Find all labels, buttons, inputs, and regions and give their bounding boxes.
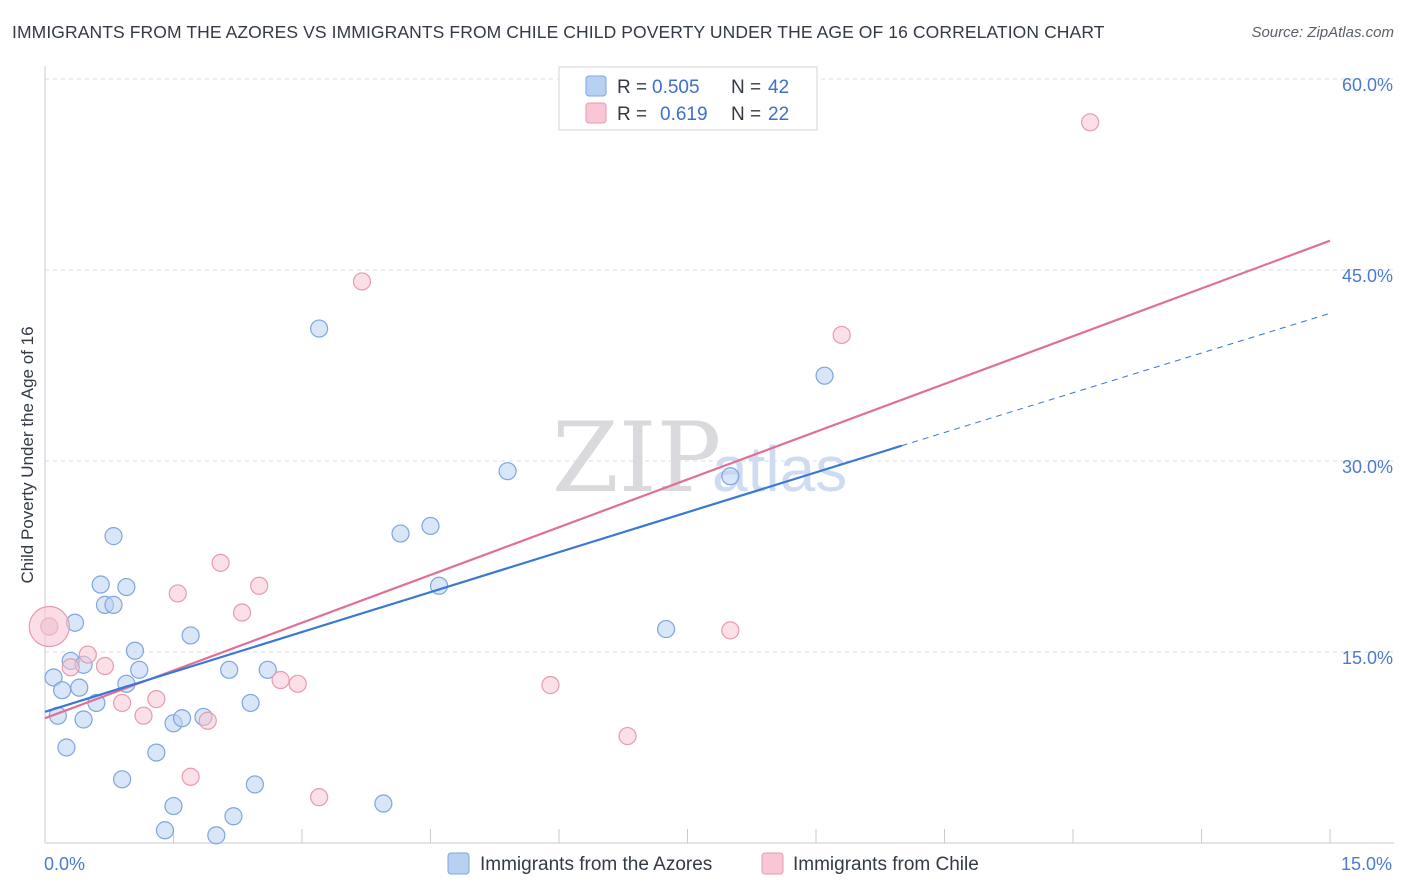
y-axis-title: Child Poverty Under the Age of 16 (18, 326, 37, 583)
watermark-zip: ZIP (552, 402, 721, 514)
bottom-legend-swatch-azores (447, 852, 470, 875)
legend-n-label-azores: N = (731, 77, 761, 98)
chile-point-6 (147, 690, 166, 709)
legend: R = 0.505 N = 42 R = 0.619 N = 22 (558, 66, 818, 131)
azores-point-1 (44, 668, 63, 687)
azores-point-9 (74, 710, 93, 729)
chile-point-17 (541, 676, 560, 695)
azores-point-32 (258, 660, 277, 679)
legend-n-value-chile: 22 (768, 104, 789, 125)
legend-r-label-azores: R = (617, 77, 647, 98)
chile-point-8 (181, 767, 200, 786)
legend-r-value-azores: 0.505 (652, 77, 700, 98)
azores-point-4 (57, 738, 76, 757)
chile-point-4 (112, 693, 132, 713)
azores-point-34 (374, 794, 393, 813)
chile-point-21 (1081, 113, 1100, 132)
azores-point-31 (245, 775, 264, 794)
legend-r-label-chile: R = (617, 104, 647, 125)
watermark: ZIP atlas (552, 402, 847, 514)
chile-point-2 (78, 645, 97, 664)
y-tick-label-1: 30.0% (1342, 457, 1393, 477)
chile-point-13 (271, 670, 290, 690)
y-tick-label-0: 15.0% (1342, 648, 1393, 668)
chile-point-3 (95, 656, 115, 676)
x-tick-label-max: 15.0% (1341, 854, 1392, 874)
chile-point-15 (310, 788, 329, 807)
chile-point-7 (168, 584, 187, 603)
legend-n-value-azores: 42 (768, 77, 789, 98)
chile-points (28, 113, 1100, 807)
trend-lines (44, 239, 1331, 720)
azores-point-38 (498, 462, 517, 481)
azores-point-27 (207, 826, 226, 845)
bottom-legend-label-chile: Immigrants from Chile (793, 854, 979, 875)
azores-point-20 (147, 743, 166, 762)
azores-point-17 (117, 577, 136, 597)
bottom-legend-label-azores: Immigrants from the Azores (480, 854, 712, 875)
chile-point-19 (721, 621, 740, 640)
bottom-legend-swatch-chile (761, 852, 784, 875)
gridlines (45, 78, 1394, 653)
azores-point-35 (391, 524, 410, 543)
azores-trend-extension (901, 312, 1331, 447)
chile-point-1 (61, 658, 80, 677)
azores-point-39 (656, 619, 676, 639)
azores-point-7 (70, 678, 89, 697)
chile-point-large (28, 605, 70, 648)
azores-trend-line (44, 444, 902, 713)
chart-title: IMMIGRANTS FROM THE AZORES VS IMMIGRANTS… (12, 22, 1105, 42)
azores-point-24 (172, 709, 192, 728)
chile-point-9 (198, 711, 217, 730)
legend-swatch-chile (585, 102, 607, 124)
chile-point-12 (250, 576, 269, 595)
azores-point-40 (721, 467, 740, 486)
legend-swatch-azores (585, 75, 607, 97)
azores-point-21 (155, 821, 175, 840)
y-tick-label-2: 45.0% (1342, 266, 1393, 286)
azores-point-22 (164, 796, 183, 816)
chile-point-14 (288, 674, 307, 693)
y-tick-labels: 15.0% 30.0% 45.0% 60.0% (1342, 75, 1393, 668)
x-tick-label-min: 0.0% (44, 854, 85, 874)
azores-point-3 (53, 681, 72, 700)
y-tick-label-3: 60.0% (1342, 75, 1393, 95)
azores-point-18 (125, 641, 145, 660)
azores-point-11 (91, 575, 110, 594)
azores-point-19 (130, 660, 149, 679)
azores-point-15 (112, 770, 132, 789)
axes (44, 66, 1394, 844)
chile-point-16 (352, 272, 372, 291)
azores-point-29 (224, 807, 243, 826)
azores-point-25 (181, 626, 200, 645)
azores-points (40, 319, 834, 845)
bottom-legend: Immigrants from the Azores Immigrants fr… (447, 852, 979, 875)
azores-point-13 (104, 595, 123, 614)
chile-point-5 (134, 706, 153, 725)
legend-r-value-chile: 0.619 (660, 104, 708, 125)
chile-point-11 (232, 603, 252, 622)
azores-point-28 (220, 660, 239, 679)
azores-point-30 (241, 693, 260, 713)
chile-point-10 (211, 553, 230, 572)
azores-point-33 (310, 319, 329, 338)
chile-point-18 (618, 726, 637, 746)
azores-point-14 (104, 527, 123, 546)
source-credit: Source: ZipAtlas.com (1251, 24, 1394, 41)
legend-n-label-chile: N = (731, 104, 761, 125)
chile-trend-line (44, 239, 1331, 720)
azores-point-41 (815, 366, 834, 385)
chile-point-20 (832, 325, 851, 345)
azores-point-36 (421, 516, 440, 536)
